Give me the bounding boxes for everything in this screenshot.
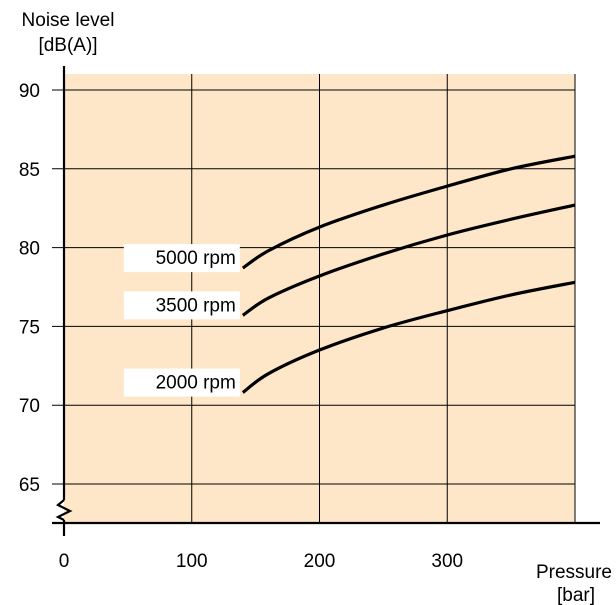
y-tick-label-75: 75 <box>19 317 40 338</box>
x-tick-label-300: 300 <box>431 551 463 572</box>
y-axis-title-line-1: Noise level <box>22 10 115 31</box>
x-tick-label-0: 0 <box>59 551 70 572</box>
y-axis-break <box>55 499 73 521</box>
tick-labels: 90 85 80 75 70 65 0 100 200 300 <box>19 81 463 572</box>
y-tick-label-70: 70 <box>19 396 40 417</box>
y-tick-label-65: 65 <box>19 475 40 496</box>
axes <box>52 66 600 536</box>
y-tick-label-90: 90 <box>19 81 40 102</box>
series-label-2000-rpm: 2000 rpm <box>156 373 236 394</box>
series-label-5000-rpm: 5000 rpm <box>156 248 236 269</box>
series-line-3500-rpm <box>241 203 576 317</box>
series-label-box-2000-rpm <box>123 368 240 397</box>
series-label-box-5000-rpm <box>123 244 240 273</box>
series-labels: 5000 rpm 3500 rpm 2000 rpm <box>123 244 240 397</box>
series-label-3500-rpm: 3500 rpm <box>156 295 236 316</box>
x-tick-label-100: 100 <box>176 551 208 572</box>
y-axis-title-line-2: [dB(A)] <box>38 35 97 56</box>
y-tick-label-80: 80 <box>19 239 40 260</box>
series-line-5000-rpm <box>241 154 576 270</box>
series-line-2000-rpm <box>241 280 576 394</box>
x-axis-title-line-2: [bar] <box>557 585 595 605</box>
x-axis-title-line-1: Pressure <box>536 562 612 583</box>
y-tick-label-85: 85 <box>19 160 40 181</box>
series-lines <box>241 154 576 394</box>
x-tick-label-200: 200 <box>304 551 336 572</box>
series-label-box-3500-rpm <box>123 291 240 320</box>
